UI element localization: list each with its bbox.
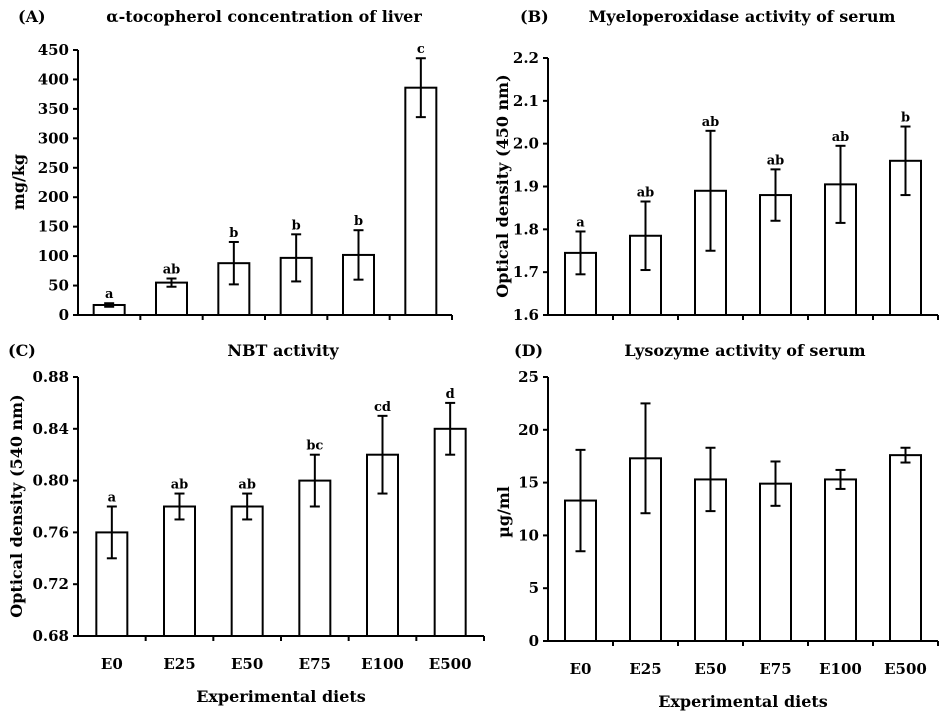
panel-a-significance-letter: b	[354, 214, 363, 229]
panel-b-significance-letter: ab	[767, 153, 785, 168]
panel-b-y-tick-label: 2.1	[513, 92, 539, 110]
panel-c-x-axis-label: Experimental diets	[196, 687, 366, 706]
panel-c-y-tick-label: 0.80	[32, 472, 69, 490]
panel-d-x-tick-label: E75	[759, 660, 791, 678]
panel-d-y-tick-label: 0	[529, 632, 539, 650]
panel-d-y-tick-label: 10	[518, 526, 539, 544]
panel-a-significance-letter: a	[105, 287, 114, 302]
panel-a-bar-E500	[404, 86, 438, 316]
panel-c-significance-letter: cd	[374, 400, 391, 415]
panel-d-x-tick-label: E50	[694, 660, 726, 678]
panel-c-significance-letter: ab	[171, 478, 189, 493]
panel-b-y-tick-label: 2.0	[513, 135, 539, 153]
panel-d-x-tick-label: E0	[570, 660, 592, 678]
panel-a-y-tick-label: 250	[38, 159, 69, 177]
panel-d: (D) Lysozyme activity of serum 0 5 10 15 20 2…	[494, 341, 939, 711]
panel-b-y-tick-label: 1.9	[513, 178, 539, 196]
panel-a-significance-letter: b	[229, 226, 238, 241]
panel-c-significance-letter: bc	[306, 439, 323, 454]
panel-c-significance-letter: a	[108, 491, 117, 506]
panel-c-title: NBT activity	[227, 341, 339, 360]
panel-c-y-tick-label: 0.84	[32, 420, 69, 438]
panel-d-bar-E500	[889, 454, 922, 643]
panel-a-y-tick-label: 50	[48, 277, 69, 295]
panel-a-y-tick-label: 450	[38, 41, 69, 59]
panel-d-x-axis-label: Experimental diets	[658, 692, 828, 711]
panel-b-y-tick-label: 1.8	[513, 220, 539, 238]
panel-c-bar-E50	[230, 505, 264, 637]
panel-b-label: (B)	[520, 7, 549, 26]
panel-a-title: α-tocopherol concentration of liver	[106, 7, 422, 26]
panel-b: (B) Myeloperoxidase activity of serum 1.…	[493, 7, 939, 324]
panel-a-y-axis-label: mg/kg	[9, 154, 28, 210]
panel-c-x-tick-label: E50	[231, 655, 263, 673]
panel-b-y-tick-label: 2.2	[513, 49, 539, 67]
panel-b-bar-E500	[889, 159, 922, 316]
panel-a-significance-letter: c	[417, 42, 425, 57]
panel-c-significance-letter: ab	[238, 478, 256, 493]
panel-b-significance-letter: a	[576, 215, 585, 230]
panel-c-y-axis-label: Optical density (540 nm)	[7, 394, 26, 617]
panel-b-y-tick-label: 1.7	[513, 263, 539, 281]
panel-d-y-tick-label: 25	[518, 368, 539, 386]
panel-c-x-tick-label: E25	[163, 655, 195, 673]
panel-d-label: (D)	[514, 341, 543, 360]
panel-d-bar-E100	[824, 478, 857, 642]
panel-a-y-tick-label: 300	[38, 129, 69, 147]
panel-b-title: Myeloperoxidase activity of serum	[589, 7, 896, 26]
panel-c-label: (C)	[8, 341, 36, 360]
panel-d-y-tick-label: 5	[529, 579, 539, 597]
panel-d-title: Lysozyme activity of serum	[624, 341, 865, 360]
panel-c-y-tick-label: 0.76	[32, 523, 69, 541]
panel-c-y-tick-label: 0.88	[32, 368, 69, 386]
panel-a-significance-letter: ab	[163, 262, 181, 277]
panel-a: (A) α-tocopherol concentration of liver …	[9, 7, 453, 324]
panel-b-significance-letter: ab	[637, 185, 655, 200]
panel-d-x-tick-label: E25	[629, 660, 661, 678]
panel-d-y-tick-label: 15	[518, 474, 539, 492]
panel-a-label: (A)	[18, 7, 46, 26]
panel-a-y-tick-label: 400	[38, 70, 69, 88]
panel-a-bar-E25	[155, 281, 188, 317]
panel-d-bar-E75	[759, 482, 792, 642]
panel-b-significance-letter: b	[901, 111, 910, 126]
panel-c-bar-E500	[433, 427, 467, 637]
panel-a-bar-E75	[279, 256, 313, 316]
panel-a-y-tick-label: 0	[59, 306, 69, 324]
panel-a-y-tick-label: 200	[38, 188, 69, 206]
panel-d-y-axis-label: µg/ml	[494, 486, 513, 538]
panel-d-x-tick-label: E500	[884, 660, 927, 678]
panel-c-y-tick-label: 0.68	[32, 627, 69, 645]
panel-a-y-tick-label: 100	[38, 247, 69, 265]
panel-a-y-tick-label: 150	[38, 218, 69, 236]
panel-d-y-tick-label: 20	[518, 421, 539, 439]
panel-a-significance-letter: b	[292, 218, 301, 233]
panel-c-x-tick-label: E0	[101, 655, 123, 673]
panel-d-x-tick-label: E100	[819, 660, 862, 678]
panel-c-x-tick-label: E75	[299, 655, 331, 673]
panel-c: (C) NBT activity 0.68 0.72 0.76 0.80 0.84 0.8…	[7, 341, 485, 706]
panel-a-y-tick-label: 350	[38, 100, 69, 118]
panel-c-y-tick-label: 0.72	[32, 575, 69, 593]
panel-c-significance-letter: d	[446, 387, 455, 402]
panel-c-x-tick-label: E100	[361, 655, 404, 673]
panel-b-significance-letter: ab	[702, 115, 720, 130]
panel-c-bar-E25	[163, 505, 196, 637]
panel-c-x-tick-label: E500	[429, 655, 472, 673]
panel-b-y-axis-label: Optical density (450 nm)	[493, 74, 512, 297]
panel-b-significance-letter: ab	[832, 130, 850, 145]
panel-d-bar-E50	[694, 478, 727, 642]
panel-b-y-tick-label: 1.6	[513, 306, 539, 324]
